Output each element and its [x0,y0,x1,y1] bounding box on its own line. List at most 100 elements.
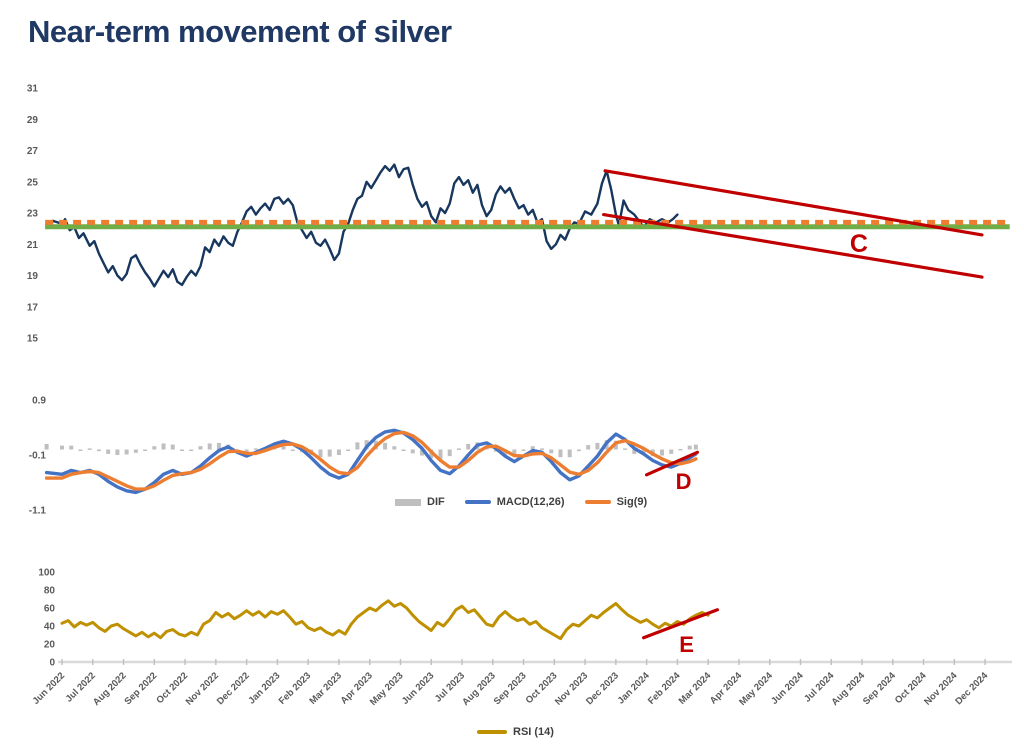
dif-bar [558,449,563,458]
dif-bar [466,444,471,450]
dif-bar [189,449,194,451]
dif-bar [133,449,138,453]
x-axis-label: Dec 2023 [584,670,621,707]
legend-item-macd: MACD(12,26) [464,496,565,508]
x-axis-label: Mar 2023 [308,670,345,707]
dif-bar [143,449,148,451]
rsi-y-tick-label: 100 [38,568,55,579]
price-y-tick-label: 15 [27,334,39,345]
dif-swatch-icon [395,498,421,506]
dif-bar [401,449,406,451]
x-axis-label: Jun 2024 [769,670,806,707]
dif-bar [420,449,425,456]
dif-bar [687,445,692,450]
dif-bar [576,449,581,452]
dif-bar [512,449,517,456]
price-y-tick-label: 25 [27,177,39,188]
dif-bar [161,443,166,450]
silver-price-line [45,163,679,288]
price-y-tick-label: 17 [27,302,39,313]
macd-line-swatch-icon [464,500,491,504]
rsi-uptrend-line [641,608,720,640]
rsi-line-swatch-icon [477,730,507,734]
x-axis-label: Feb 2023 [277,670,314,707]
price-y-tick-label: 31 [27,84,39,95]
dif-bar [549,449,554,454]
rsi-y-tick-label: 0 [49,658,55,669]
dif-bar [87,448,92,450]
x-axis-label: May 2024 [737,670,775,708]
macd-y-tick-label: -0.1 [29,451,47,462]
dif-bar [632,449,637,454]
x-axis-label: Jan 2023 [246,670,282,706]
dif-bar [355,442,360,450]
dif-bar [669,449,674,454]
dif-bar [198,446,203,450]
macd-panel: 0.9 -0.1 -1.1 D [29,396,700,517]
price-y-tick-label: 19 [27,271,39,282]
dif-bar [567,449,572,458]
dif-bar [170,444,175,450]
macd-y-tick-label: 0.9 [32,396,46,407]
dif-bar [595,442,600,450]
legend-label-rsi: RSI (14) [513,726,554,738]
dif-bar [586,445,591,450]
price-y-tick-label: 29 [27,115,39,126]
dif-bar [69,445,74,450]
x-axis-label: Jun 2023 [400,670,437,707]
dif-bar [438,449,443,460]
x-axis-label: Sep 2022 [123,670,160,707]
x-axis-label: Nov 2024 [922,670,960,708]
x-axis-label: Nov 2022 [184,670,221,707]
dif-bar [678,448,683,451]
annotation-label-e: E [679,632,694,657]
x-axis-label: Dec 2022 [215,670,252,707]
legend-item-sig: Sig(9) [584,496,648,508]
page-title: Near-term movement of silver [28,14,452,49]
dif-bar [78,449,83,451]
rsi-y-tick-label: 60 [44,604,56,615]
x-axis-label: Nov 2023 [553,670,590,707]
dif-bar [152,446,157,450]
x-axis-label: Mar 2024 [677,670,714,707]
rsi-legend: RSI (14) [477,726,554,738]
dif-bar [336,449,341,455]
macd-legend: DIF MACD(12,26) Sig(9) [395,496,647,508]
x-axis-label: Feb 2024 [646,670,683,707]
annotation-label-d: D [676,469,692,494]
dif-bar [540,448,545,450]
dif-bar [318,449,323,458]
downtrend-channel-line-2 [601,213,984,279]
rsi-panel: 100 80 60 40 20 0 E [38,568,720,669]
dif-bar [253,448,258,450]
dif-bar [60,445,64,450]
x-axis-label: Sep 2023 [492,670,529,707]
dif-bar [124,449,129,455]
legend-item-rsi: RSI (14) [477,726,554,738]
dif-bar [115,449,120,455]
dif-bar [346,449,351,451]
price-y-tick-label: 21 [27,240,39,251]
price-y-tick-label: 27 [27,146,39,157]
macd-line [44,428,698,495]
dif-bar [44,444,49,450]
rsi-y-tick-label: 20 [44,640,56,651]
legend-label-macd: MACD(12,26) [496,496,565,508]
signal-line-swatch-icon [584,500,611,504]
legend-label-dif: DIF [427,496,445,508]
legend-label-sig: Sig(9) [616,496,648,508]
macd-uptrend-line [644,450,700,477]
dif-bar [693,444,698,450]
x-axis-label: Dec 2024 [953,670,990,707]
dif-bar [447,449,452,457]
annotation-label-c: C [850,230,868,258]
dif-bar [410,449,415,454]
rsi-y-tick-label: 80 [44,586,56,597]
dif-bar [327,449,332,457]
price-y-tick-label: 23 [27,209,39,220]
dif-bar [530,446,535,450]
dif-bar [180,449,185,451]
legend-item-dif: DIF [395,496,445,508]
dif-bar [383,442,388,450]
